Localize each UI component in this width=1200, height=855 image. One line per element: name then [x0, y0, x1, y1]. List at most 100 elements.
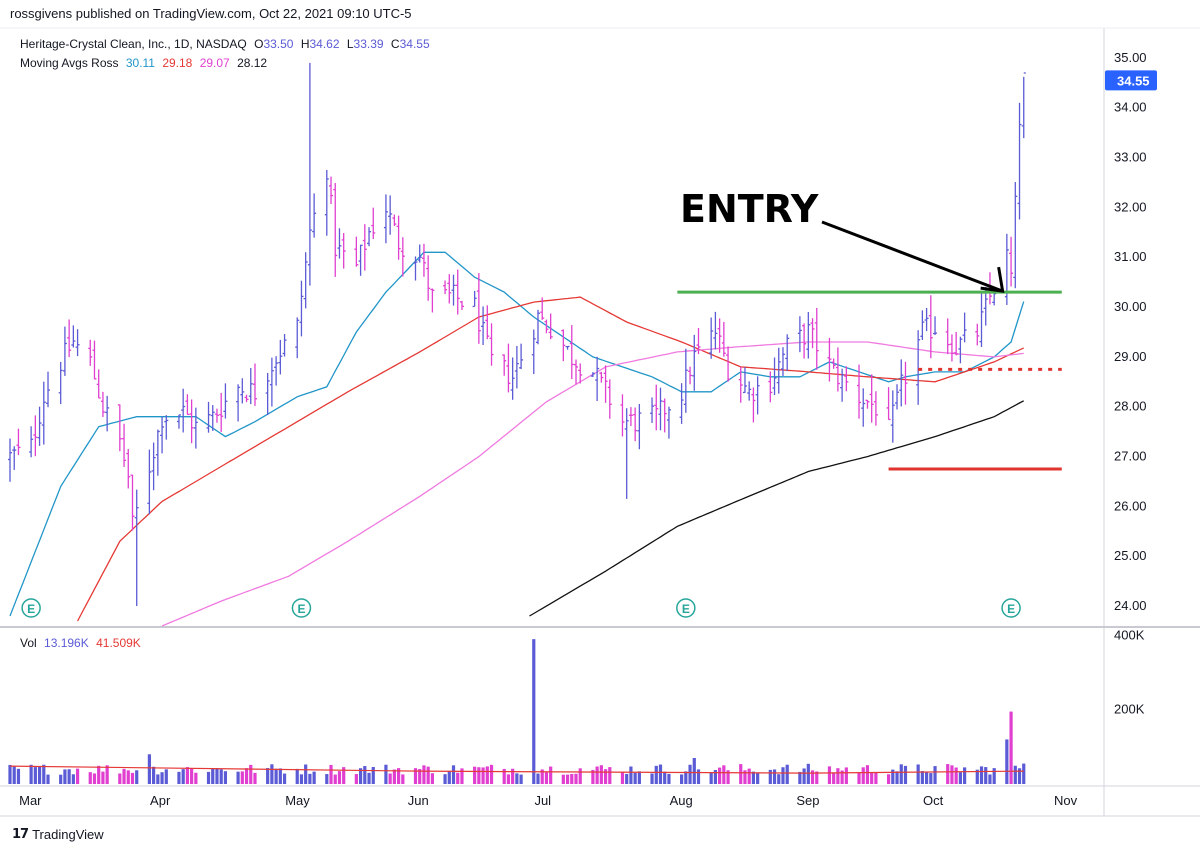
- volume-bar: [92, 773, 97, 784]
- price-axis[interactable]: 24.00 25.00 26.00 27.00 28.00 29.00 30.00 31.00…: [1105, 50, 1157, 717]
- ohlc-bar: [29, 426, 34, 458]
- tradingview-brand: TradingView: [32, 827, 104, 842]
- volume-bar: [861, 767, 865, 784]
- ohlc-bar: [189, 399, 194, 444]
- volume-bar: [266, 768, 270, 784]
- price-tick-label: 26.00: [1114, 498, 1147, 513]
- earnings-marker-label: E: [1007, 602, 1015, 616]
- ohlc-bar: [662, 398, 667, 433]
- ohlc-bar: [41, 381, 46, 445]
- price-chart[interactable]: 24.00 25.00 26.00 27.00 28.00 29.00 30.00 31.00…: [0, 0, 1200, 820]
- volume-bar: [637, 771, 641, 784]
- published-note: rossgivens published on TradingView.com,…: [10, 6, 412, 21]
- earnings-marker[interactable]: E: [291, 598, 312, 618]
- ohlc-bar: [721, 321, 726, 357]
- ohlc-bar: [71, 325, 76, 348]
- volume-bar: [709, 772, 713, 784]
- time-tick-label: Nov: [1054, 793, 1078, 808]
- volume-bar: [620, 771, 625, 784]
- ohlc-bar: [595, 356, 600, 402]
- volume-ma-value: 41.509K: [96, 636, 141, 650]
- price-tick-label: 35.00: [1114, 50, 1147, 65]
- ohlc-bar: [96, 369, 101, 399]
- ohlc-bar: [58, 361, 63, 405]
- price-tick-label: 30.00: [1114, 299, 1147, 314]
- volume-bar: [274, 768, 278, 784]
- ohlc-bar: [688, 366, 693, 385]
- ohlc-low: 33.39: [353, 37, 384, 51]
- volume-bar: [722, 765, 726, 784]
- ohlc-bar: [244, 394, 249, 403]
- volume-bar: [680, 774, 684, 784]
- volume-bar: [430, 773, 434, 784]
- time-tick-label: Mar: [19, 793, 42, 808]
- ohlc-bar: [949, 334, 954, 362]
- ohlc-bar: [312, 193, 317, 238]
- volume-bar: [506, 774, 511, 784]
- entry-arrow-head: [980, 266, 1005, 293]
- ohlc-bar: [544, 319, 549, 334]
- earnings-marker[interactable]: E: [21, 598, 41, 618]
- ohlc-bar: [958, 336, 963, 364]
- ohlc-high: 34.62: [309, 37, 340, 51]
- volume-bar: [397, 768, 401, 784]
- volume-bar: [401, 774, 405, 784]
- ohlc-bar: [46, 371, 51, 408]
- volume-bar: [270, 764, 274, 784]
- volume-bar: [63, 769, 67, 784]
- ohlc-bar: [92, 340, 97, 380]
- volume-bar: [37, 766, 42, 784]
- volume-bar: [667, 773, 671, 784]
- volume-bar: [929, 773, 933, 784]
- ma50-line: [161, 341, 1024, 627]
- ohlc-bar: [578, 363, 583, 384]
- ohlc-bar: [666, 406, 671, 439]
- volume-bar: [954, 767, 958, 784]
- ohlc-bar: [590, 372, 595, 378]
- price-tick-label: 24.00: [1114, 598, 1147, 613]
- volume-bar: [422, 765, 426, 784]
- ohlc-bar: [1017, 102, 1022, 220]
- volume-bar: [979, 766, 984, 784]
- ohlc-bar: [214, 408, 219, 423]
- ohlc-bar: [717, 318, 722, 353]
- earnings-marker[interactable]: E: [676, 598, 696, 618]
- volume-bar: [544, 772, 549, 784]
- volume-bar: [502, 768, 506, 784]
- volume-bar: [299, 774, 304, 784]
- ohlc-bar: [333, 182, 338, 277]
- ohlc-bar: [303, 252, 308, 309]
- ohlc-bar: [857, 364, 862, 419]
- volume-bar: [8, 764, 12, 784]
- symbol-title: Heritage-Crystal Clean, Inc., 1D, NASDAQ: [20, 37, 247, 51]
- ohlc-bar: [861, 388, 866, 427]
- time-tick-label: May: [285, 793, 310, 808]
- volume-bar: [190, 768, 194, 784]
- volume-bar: [806, 763, 810, 784]
- ohlc-bar: [1021, 72, 1026, 139]
- ohlc-bar: [337, 228, 342, 259]
- volume-bar: [688, 764, 692, 784]
- ohlc-bar: [658, 387, 663, 431]
- volume-bar: [1022, 763, 1026, 784]
- ohlc-bar: [574, 359, 579, 385]
- ohlc-bar: [713, 311, 718, 350]
- ohlc-bar: [899, 359, 904, 407]
- volume-bar: [768, 769, 772, 784]
- ohlc-bar: [650, 397, 655, 423]
- volume-bar: [916, 764, 920, 784]
- ohlc-bar: [223, 383, 228, 419]
- price-tick-label: 31.00: [1114, 249, 1147, 264]
- ohlc-bar: [126, 449, 131, 489]
- ohlc-bar: [738, 366, 743, 403]
- earnings-marker[interactable]: E: [1001, 598, 1021, 618]
- ohlc-bar: [236, 384, 241, 422]
- ohlc-bar: [181, 388, 186, 433]
- ohlc-bar: [362, 224, 367, 271]
- time-axis[interactable]: Mar Apr May Jun Jul Aug Sep Oct Nov: [19, 793, 1077, 808]
- ohlc-bar: [62, 326, 67, 376]
- volume-bar: [933, 766, 937, 784]
- ohlc-bar: [392, 214, 397, 226]
- ohlc-bar: [785, 334, 790, 372]
